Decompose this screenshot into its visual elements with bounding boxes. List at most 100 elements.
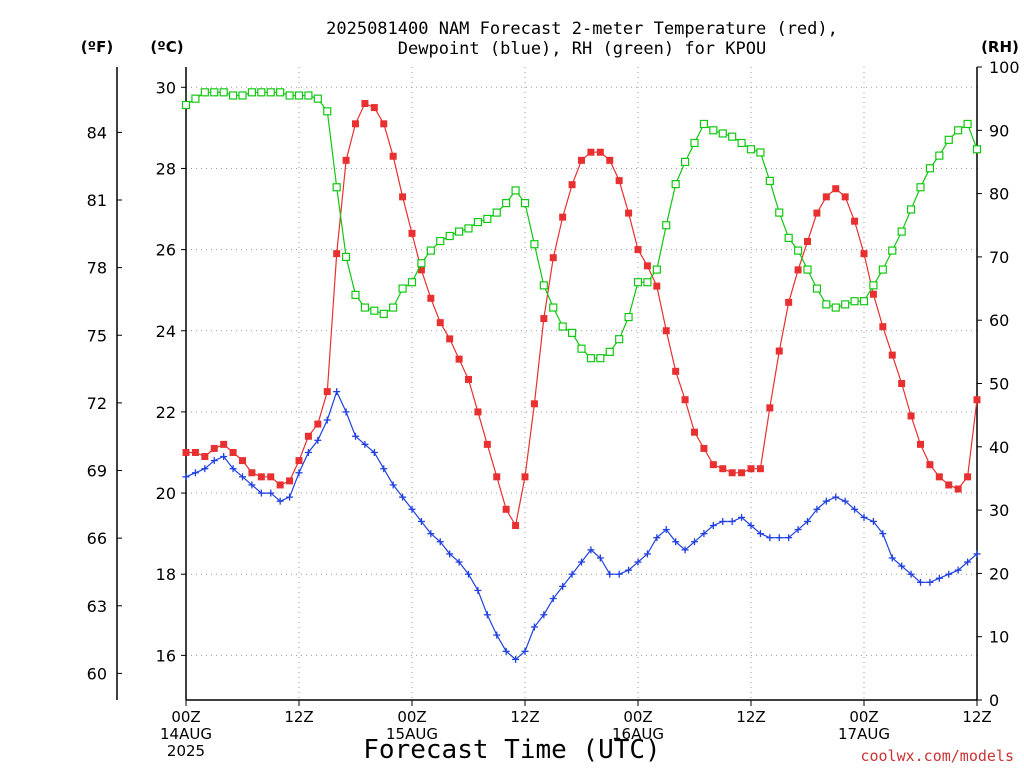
rh-point	[530, 240, 539, 249]
dewpoint-point	[323, 416, 331, 424]
rh-point	[916, 183, 925, 192]
dewpoint-point	[521, 647, 529, 655]
rh-point	[718, 129, 727, 138]
dewpoint-point	[672, 538, 680, 546]
temperature-point	[756, 465, 764, 473]
temperature-point	[615, 177, 623, 185]
dewpoint-point	[587, 546, 595, 554]
temperature-point	[662, 327, 670, 335]
dewpoint-point	[191, 469, 199, 477]
x-tick-label: 2025	[167, 742, 205, 760]
temperature-point	[408, 229, 416, 237]
celsius-tick-label: 16	[156, 646, 176, 665]
dewpoint-point	[408, 505, 416, 513]
dewpoint-point	[182, 473, 190, 481]
x-tick-label: 12Z	[284, 708, 313, 726]
temperature-point	[813, 209, 821, 217]
dewpoint-line	[185, 389, 978, 661]
rh-point	[332, 183, 341, 192]
fahrenheit-tick-label: 60	[87, 664, 107, 683]
temperature-point	[229, 448, 237, 456]
dewpoint-point	[709, 522, 717, 530]
temperature-point	[672, 367, 680, 375]
rh-point	[878, 265, 887, 274]
temperature-point	[935, 473, 943, 481]
rh-point	[756, 148, 765, 157]
dewpoint-point	[436, 538, 444, 546]
dewpoint-point	[964, 558, 972, 566]
rh-tick-label: 10	[989, 628, 1009, 647]
temperature-point	[191, 448, 199, 456]
temperature-point	[775, 347, 783, 355]
dewpoint-point	[342, 408, 350, 416]
rh-tick-label: 70	[989, 248, 1009, 267]
temperature-point	[973, 396, 981, 404]
celsius-tick-label: 22	[156, 403, 176, 422]
fahrenheit-tick-label: 84	[87, 123, 107, 142]
rh-point	[652, 265, 661, 274]
rh-point	[643, 278, 652, 287]
dewpoint-point	[907, 570, 915, 578]
dewpoint-point	[474, 586, 482, 594]
dewpoint-point	[257, 489, 265, 497]
x-tick-label: 00Z	[849, 708, 878, 726]
fahrenheit-tick-label: 78	[87, 259, 107, 278]
fahrenheit-unit-label: (ºF)	[81, 38, 113, 56]
dewpoint-point	[333, 388, 341, 396]
dewpoint-point	[267, 489, 275, 497]
celsius-tick-label: 28	[156, 159, 176, 178]
x-tick-label: 12Z	[962, 708, 991, 726]
x-tick-label: 00Z	[171, 708, 200, 726]
rh-point	[502, 198, 511, 208]
rh-point	[323, 107, 332, 116]
dewpoint-point	[502, 647, 510, 655]
temperature-point	[907, 412, 915, 420]
dewpoint-point	[446, 550, 454, 558]
dewpoint-point	[691, 538, 698, 546]
rh-point	[690, 138, 699, 148]
temperature-point	[888, 351, 896, 359]
temperature-point	[220, 440, 228, 448]
rh-point	[539, 281, 548, 290]
rh-point	[370, 306, 379, 315]
temperature-point	[700, 444, 708, 452]
rh-point	[558, 322, 567, 331]
temperature-point	[267, 473, 275, 481]
temperature-point	[201, 453, 209, 461]
rh-point	[596, 354, 605, 363]
temperature-point	[427, 294, 435, 302]
dewpoint-point	[738, 513, 746, 521]
rh-point	[972, 145, 982, 154]
rh-tick-label: 60	[989, 311, 1009, 330]
temperature-point	[210, 444, 218, 452]
dewpoint-point	[465, 570, 472, 578]
rh-point	[520, 198, 530, 208]
rh-point	[445, 231, 454, 241]
rh-point	[709, 126, 718, 135]
rh-point	[407, 278, 417, 287]
temperature-point	[728, 469, 736, 477]
temperature-point	[465, 375, 472, 383]
dewpoint-point	[455, 558, 463, 566]
temperature-point	[766, 404, 774, 412]
dewpoint-point	[239, 473, 246, 481]
celsius-unit-label: (ºC)	[150, 38, 183, 56]
rh-point	[492, 208, 501, 217]
rh-point	[238, 91, 247, 100]
temperature-point	[239, 457, 246, 465]
temperature-point	[399, 193, 407, 201]
rh-point	[567, 328, 577, 337]
celsius-tick-label: 20	[156, 484, 176, 503]
rh-point	[737, 138, 746, 148]
x-tick-label: 00Z	[397, 708, 426, 726]
temperature-point	[596, 148, 604, 156]
rh-point	[294, 91, 304, 100]
temperature-line	[186, 102, 978, 528]
rh-point	[464, 224, 473, 233]
dewpoint-point	[540, 611, 548, 619]
dewpoint-point	[229, 465, 237, 473]
dewpoint-point	[822, 497, 830, 505]
dewpoint-point	[530, 623, 538, 631]
fahrenheit-tick-label: 69	[87, 462, 107, 481]
temperature-point	[691, 428, 698, 436]
